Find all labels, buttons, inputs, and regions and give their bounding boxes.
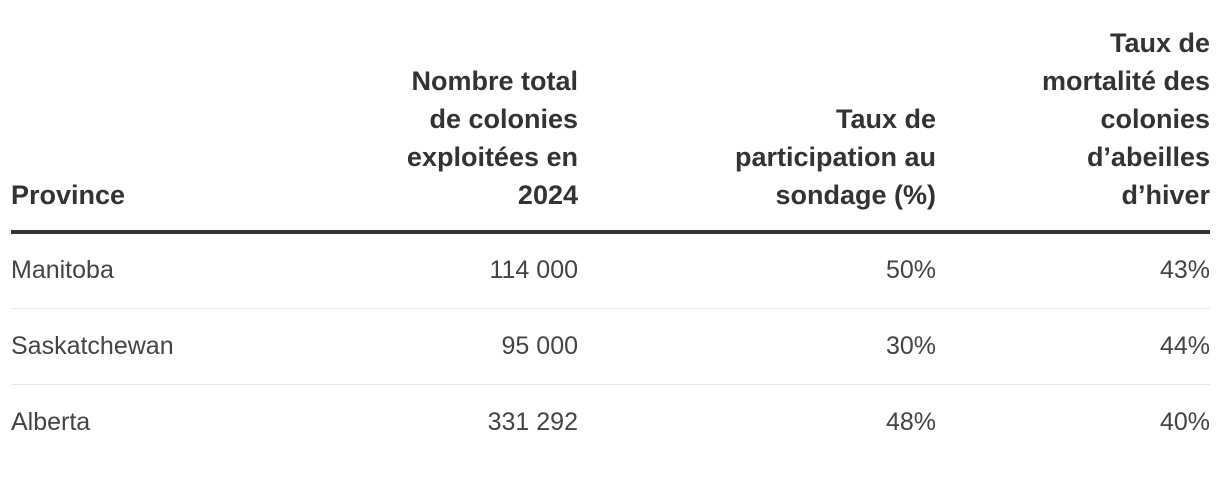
header-line: de colonies bbox=[429, 104, 578, 134]
cell-participation-rate: 30% bbox=[578, 308, 936, 385]
table-row: Saskatchewan 95 000 30% 44% bbox=[11, 308, 1210, 385]
header-line: sondage (%) bbox=[775, 180, 936, 210]
header-line: mortalité des bbox=[1041, 66, 1210, 96]
cell-mortality-rate: 44% bbox=[936, 308, 1210, 385]
header-line: participation au bbox=[734, 142, 936, 172]
cell-participation-rate: 48% bbox=[885, 407, 936, 436]
header-mortality-rate: Taux de mortalité des colonies d’abeille… bbox=[936, 0, 1210, 234]
header-line: colonies bbox=[1100, 104, 1210, 134]
data-table-container: Province Nombre total de colonies exploi… bbox=[11, 0, 1210, 460]
cell-participation-rate: 50% bbox=[578, 232, 936, 309]
cell-total-colonies: 331 292 bbox=[487, 407, 578, 436]
table-row: Alberta 331 292 48% 40% bbox=[11, 384, 1210, 460]
header-line: 2024 bbox=[517, 180, 578, 210]
header-line: d’hiver bbox=[1121, 180, 1210, 210]
header-line: exploitées en bbox=[406, 142, 578, 172]
cell-total-colonies: 114 000 bbox=[291, 232, 578, 309]
colony-statistics-table: Province Nombre total de colonies exploi… bbox=[11, 0, 1210, 460]
header-line: Taux de bbox=[835, 104, 936, 134]
cell-province: Manitoba bbox=[11, 232, 291, 309]
header-line: Nombre total bbox=[411, 66, 578, 96]
header-total-colonies: Nombre total de colonies exploitées en 2… bbox=[291, 0, 578, 234]
cell-total-colonies: 95 000 bbox=[291, 308, 578, 385]
cell-province: Alberta bbox=[11, 407, 91, 436]
header-participation-rate: Taux de participation au sondage (%) bbox=[578, 0, 936, 234]
cell-province: Saskatchewan bbox=[11, 308, 291, 385]
cell-mortality-rate: 40% bbox=[1159, 407, 1210, 436]
table-header: Province Nombre total de colonies exploi… bbox=[11, 0, 1210, 234]
table-row: Manitoba 114 000 50% 43% bbox=[11, 232, 1210, 309]
header-line: d’abeilles bbox=[1086, 142, 1210, 172]
header-row: Province Nombre total de colonies exploi… bbox=[11, 0, 1210, 234]
header-line: Taux de bbox=[1109, 28, 1210, 58]
header-province: Province bbox=[11, 0, 291, 234]
header-line: Province bbox=[11, 180, 126, 210]
table-body: Manitoba 114 000 50% 43% Saskatchewan 95… bbox=[11, 232, 1210, 460]
cell-mortality-rate: 43% bbox=[936, 232, 1210, 309]
